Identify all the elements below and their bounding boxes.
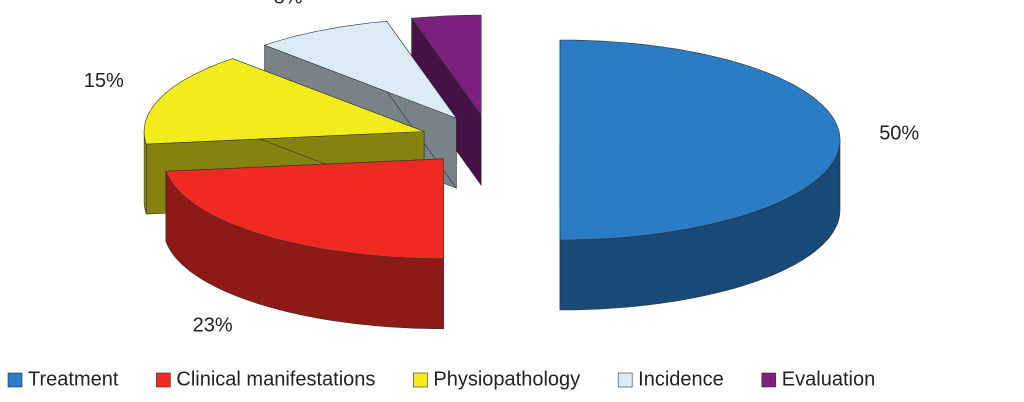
value-label: 23% [193, 315, 233, 337]
legend-swatch [761, 372, 777, 388]
slice-top [263, 20, 458, 119]
slice-top [143, 58, 425, 145]
legend-swatch [7, 372, 23, 388]
legend-label: Incidence [638, 368, 724, 390]
slice [165, 158, 444, 330]
legend-swatch [617, 372, 633, 388]
legend-label: Physiopathology [433, 368, 580, 390]
legend-label: Evaluation [782, 368, 875, 390]
value-label: 8% [274, 0, 303, 8]
value-label: 50% [879, 122, 919, 144]
slice [411, 14, 482, 187]
slice [559, 39, 841, 311]
legend-swatch [413, 372, 428, 388]
value-label: 15% [84, 70, 124, 92]
slice-top [411, 14, 482, 117]
legend-label: Clinical manifestations [176, 368, 375, 390]
slice-top [559, 39, 841, 241]
legend-swatch [156, 372, 171, 388]
legend-label: Treatment [28, 368, 119, 390]
slice-top [165, 158, 444, 260]
